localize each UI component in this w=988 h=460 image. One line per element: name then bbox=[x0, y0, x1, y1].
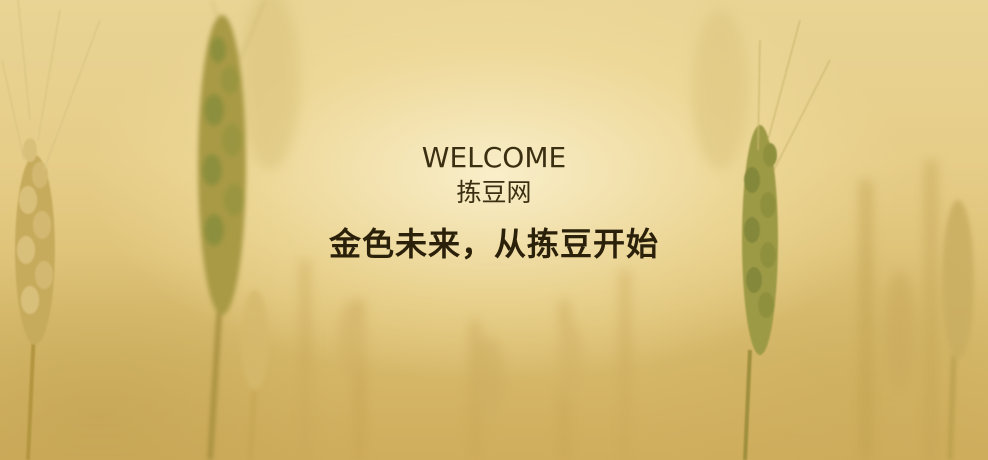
right-wheat-ear bbox=[742, 19, 831, 460]
welcome-text-block: WELCOME 拣豆网 金色未来，从拣豆开始 bbox=[0, 140, 988, 266]
left-wheat-ear bbox=[1, 0, 101, 460]
far-wheat-stalks bbox=[240, 0, 937, 460]
lower-left-wheat-ear bbox=[241, 290, 269, 460]
brand-name: 拣豆网 bbox=[456, 178, 532, 207]
far-right-wheat-ear bbox=[942, 200, 974, 460]
welcome-heading: WELCOME bbox=[421, 141, 567, 174]
slogan-text: 金色未来，从拣豆开始 bbox=[328, 225, 659, 263]
center-left-wheat-ear bbox=[198, 0, 266, 460]
